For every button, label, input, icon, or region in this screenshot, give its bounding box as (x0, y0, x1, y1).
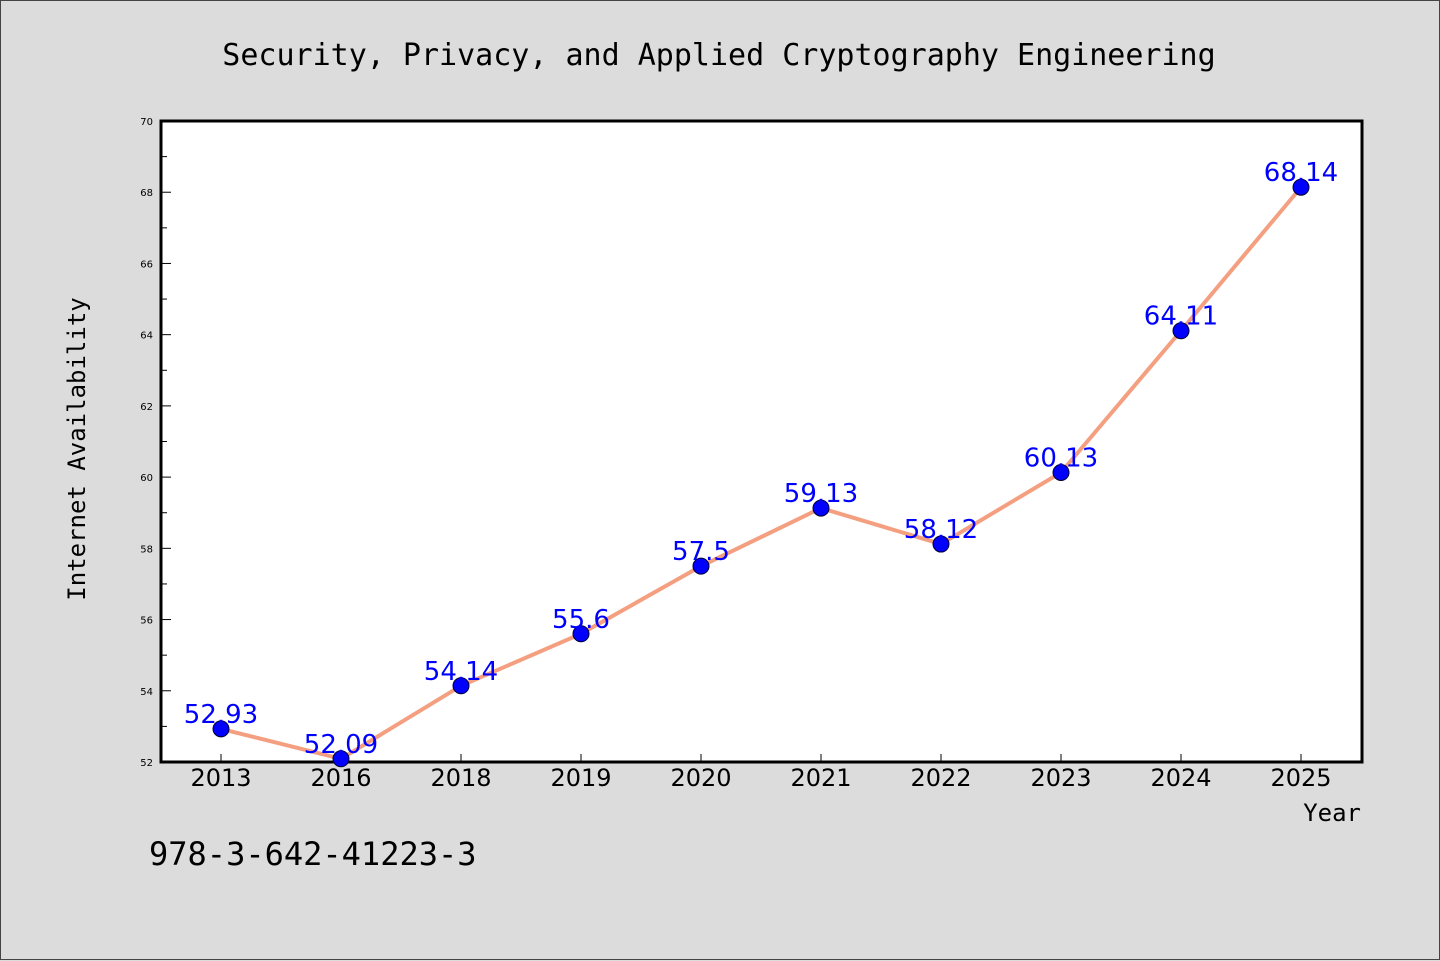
x-tick-label: 2022 (910, 764, 971, 792)
y-tick-label: 60 (140, 473, 153, 484)
data-point (1172, 322, 1190, 340)
plot-area (159, 119, 1364, 764)
y-tick-label: 62 (140, 402, 153, 413)
data-point (452, 677, 470, 695)
x-tick-label: 2024 (1150, 764, 1211, 792)
data-point (572, 625, 590, 643)
y-tick-label: 68 (140, 188, 153, 199)
x-tick-label: 2016 (310, 764, 371, 792)
isbn-text: 978-3-642-41223-3 (149, 835, 477, 873)
data-label: 68.14 (1264, 158, 1338, 188)
data-label: 52.93 (184, 700, 258, 730)
data-point (932, 535, 950, 553)
data-label: 59.13 (784, 479, 858, 509)
x-axis-label: Year (1303, 799, 1361, 827)
y-axis: 52 54 56 58 60 62 64 66 68 70 (140, 117, 171, 769)
chart-title: Security, Privacy, and Applied Cryptogra… (222, 38, 1215, 73)
data-label: 57.5 (672, 537, 730, 567)
data-point (1052, 463, 1070, 481)
data-series (212, 178, 1310, 768)
data-label: 60.13 (1024, 443, 1098, 473)
x-tick-label: 2025 (1270, 764, 1331, 792)
data-point (1292, 178, 1310, 196)
y-axis-label: Internet Availability (63, 297, 91, 600)
series-line (220, 185, 1303, 761)
data-label: 64.11 (1144, 302, 1218, 332)
x-axis: 2013 2016 2018 2019 2020 2021 2022 2023 2024 2025 (190, 754, 1332, 792)
y-tick-label: 58 (140, 544, 153, 555)
data-point (212, 720, 230, 738)
data-point (332, 750, 350, 768)
data-point (812, 499, 830, 517)
x-tick-label: 2018 (430, 764, 491, 792)
y-tick-label: 70 (140, 117, 153, 128)
y-tick-label: 64 (140, 331, 153, 342)
data-point (692, 557, 710, 575)
x-tick-label: 2013 (190, 764, 251, 792)
y-tick-label: 56 (140, 616, 153, 627)
y-tick-label: 52 (140, 758, 153, 769)
data-labels: 52.93 52.09 54.14 55.6 57.5 59.13 58.12 60.13 64… (184, 158, 1338, 760)
x-tick-label: 2021 (790, 764, 851, 792)
y-tick-label: 66 (140, 259, 153, 270)
x-tick-label: 2019 (550, 764, 611, 792)
data-label: 55.6 (552, 605, 610, 635)
y-tick-label: 54 (140, 687, 153, 698)
data-label: 52.09 (304, 730, 378, 760)
x-tick-label: 2020 (670, 764, 731, 792)
x-tick-label: 2023 (1030, 764, 1091, 792)
data-label: 54.14 (424, 657, 498, 687)
data-label: 58.12 (904, 515, 978, 545)
